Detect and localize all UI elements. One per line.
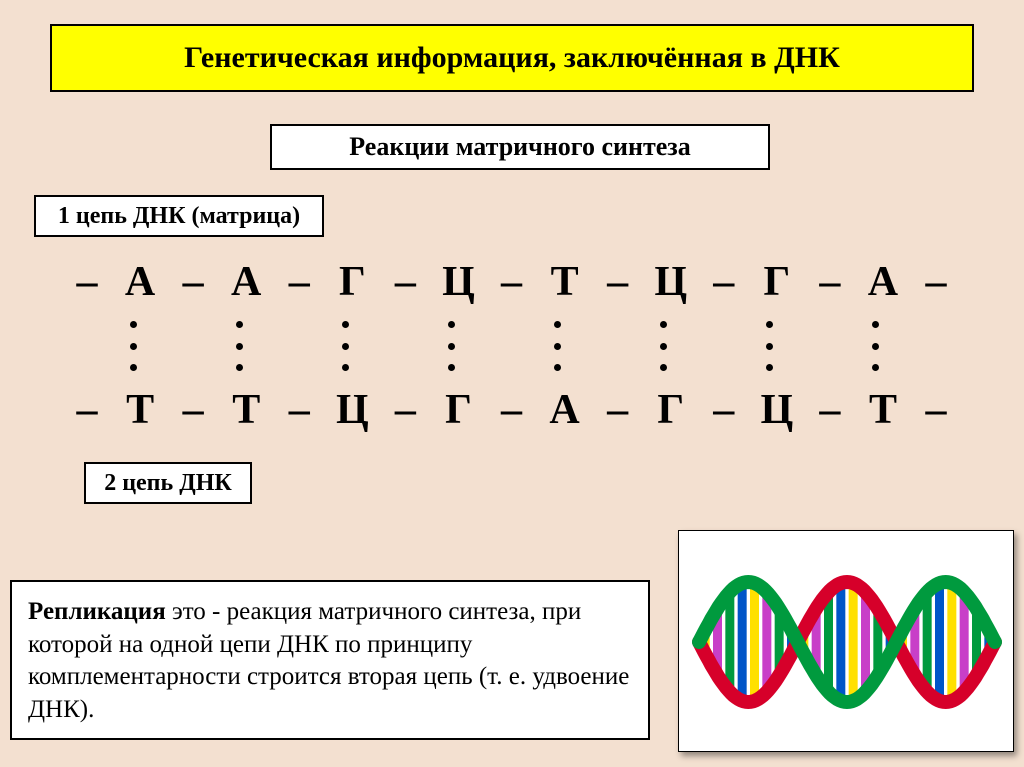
bond-column [222, 306, 328, 386]
dash: – [803, 386, 858, 434]
nucleotide-base: Ц [646, 258, 697, 306]
bond-dot [448, 321, 455, 328]
bond-dot [554, 321, 561, 328]
bond-dot [342, 343, 349, 350]
dash: – [909, 258, 964, 306]
dna-helix-image [678, 530, 1014, 752]
bond-column [540, 306, 646, 386]
dash: – [485, 386, 540, 434]
nucleotide-base: А [540, 386, 591, 434]
strand1-label: 1 цепь ДНК (матрица) [34, 195, 324, 237]
dash: – [485, 258, 540, 306]
nucleotide-base: Ц [327, 386, 378, 434]
dash: – [697, 386, 752, 434]
dash: – [272, 258, 327, 306]
bond-dot [660, 343, 667, 350]
nucleotide-base: Т [115, 386, 166, 434]
dash: – [60, 258, 115, 306]
nucleotide-base: Г [646, 386, 697, 434]
strand-1: –А–А–Г–Ц–Т–Ц–Г–А– [60, 258, 964, 306]
bond-dot [554, 364, 561, 371]
strand2-label: 2 цепь ДНК [84, 462, 252, 504]
nucleotide-base: Г [752, 258, 803, 306]
bond-column [752, 306, 858, 386]
nucleotide-base: Ц [433, 258, 484, 306]
subtitle: Реакции матричного синтеза [270, 124, 770, 170]
bond-dot [236, 343, 243, 350]
dash: – [166, 386, 221, 434]
dash: – [591, 258, 646, 306]
bond-column [328, 306, 434, 386]
bond-dot [766, 364, 773, 371]
bond-dot [872, 364, 879, 371]
dash: – [166, 258, 221, 306]
dash: – [60, 386, 115, 434]
nucleotide-base: Г [327, 258, 378, 306]
bond-column [646, 306, 752, 386]
bond-dot [130, 321, 137, 328]
bond-column [116, 306, 222, 386]
bond-dot [130, 364, 137, 371]
dash: – [591, 386, 646, 434]
dash: – [272, 386, 327, 434]
bond-dot [342, 364, 349, 371]
bond-dot [766, 321, 773, 328]
bond-dot [872, 321, 879, 328]
nucleotide-base: Ц [752, 386, 803, 434]
nucleotide-base: Т [221, 386, 272, 434]
dash: – [378, 258, 433, 306]
definition-box: Репликация это - реакция матричного синт… [10, 580, 650, 740]
dash: – [909, 386, 964, 434]
bond-column [434, 306, 540, 386]
nucleotide-base: А [115, 258, 166, 306]
bond-dot [130, 343, 137, 350]
nucleotide-base: Г [433, 386, 484, 434]
dash: – [697, 258, 752, 306]
hydrogen-bonds [60, 306, 964, 386]
bond-dot [342, 321, 349, 328]
definition-term: Репликация [28, 598, 166, 625]
dash: – [378, 386, 433, 434]
strand-2: –Т–Т–Ц–Г–А–Г–Ц–Т– [60, 386, 964, 434]
bond-column [858, 306, 964, 386]
nucleotide-base: А [858, 258, 909, 306]
bond-dot [766, 343, 773, 350]
nucleotide-base: А [221, 258, 272, 306]
dna-strands-diagram: –А–А–Г–Ц–Т–Ц–Г–А– –Т–Т–Ц–Г–А–Г–Ц–Т– [60, 258, 964, 434]
main-title: Генетическая информация, заключённая в Д… [50, 24, 974, 92]
nucleotide-base: Т [540, 258, 591, 306]
bond-dot [236, 321, 243, 328]
nucleotide-base: Т [858, 386, 909, 434]
bond-dot [872, 343, 879, 350]
bond-dot [448, 343, 455, 350]
bond-dot [448, 364, 455, 371]
bond-dot [660, 321, 667, 328]
bond-dot [236, 364, 243, 371]
bond-dot [554, 343, 561, 350]
dash: – [803, 258, 858, 306]
bond-dot [660, 364, 667, 371]
